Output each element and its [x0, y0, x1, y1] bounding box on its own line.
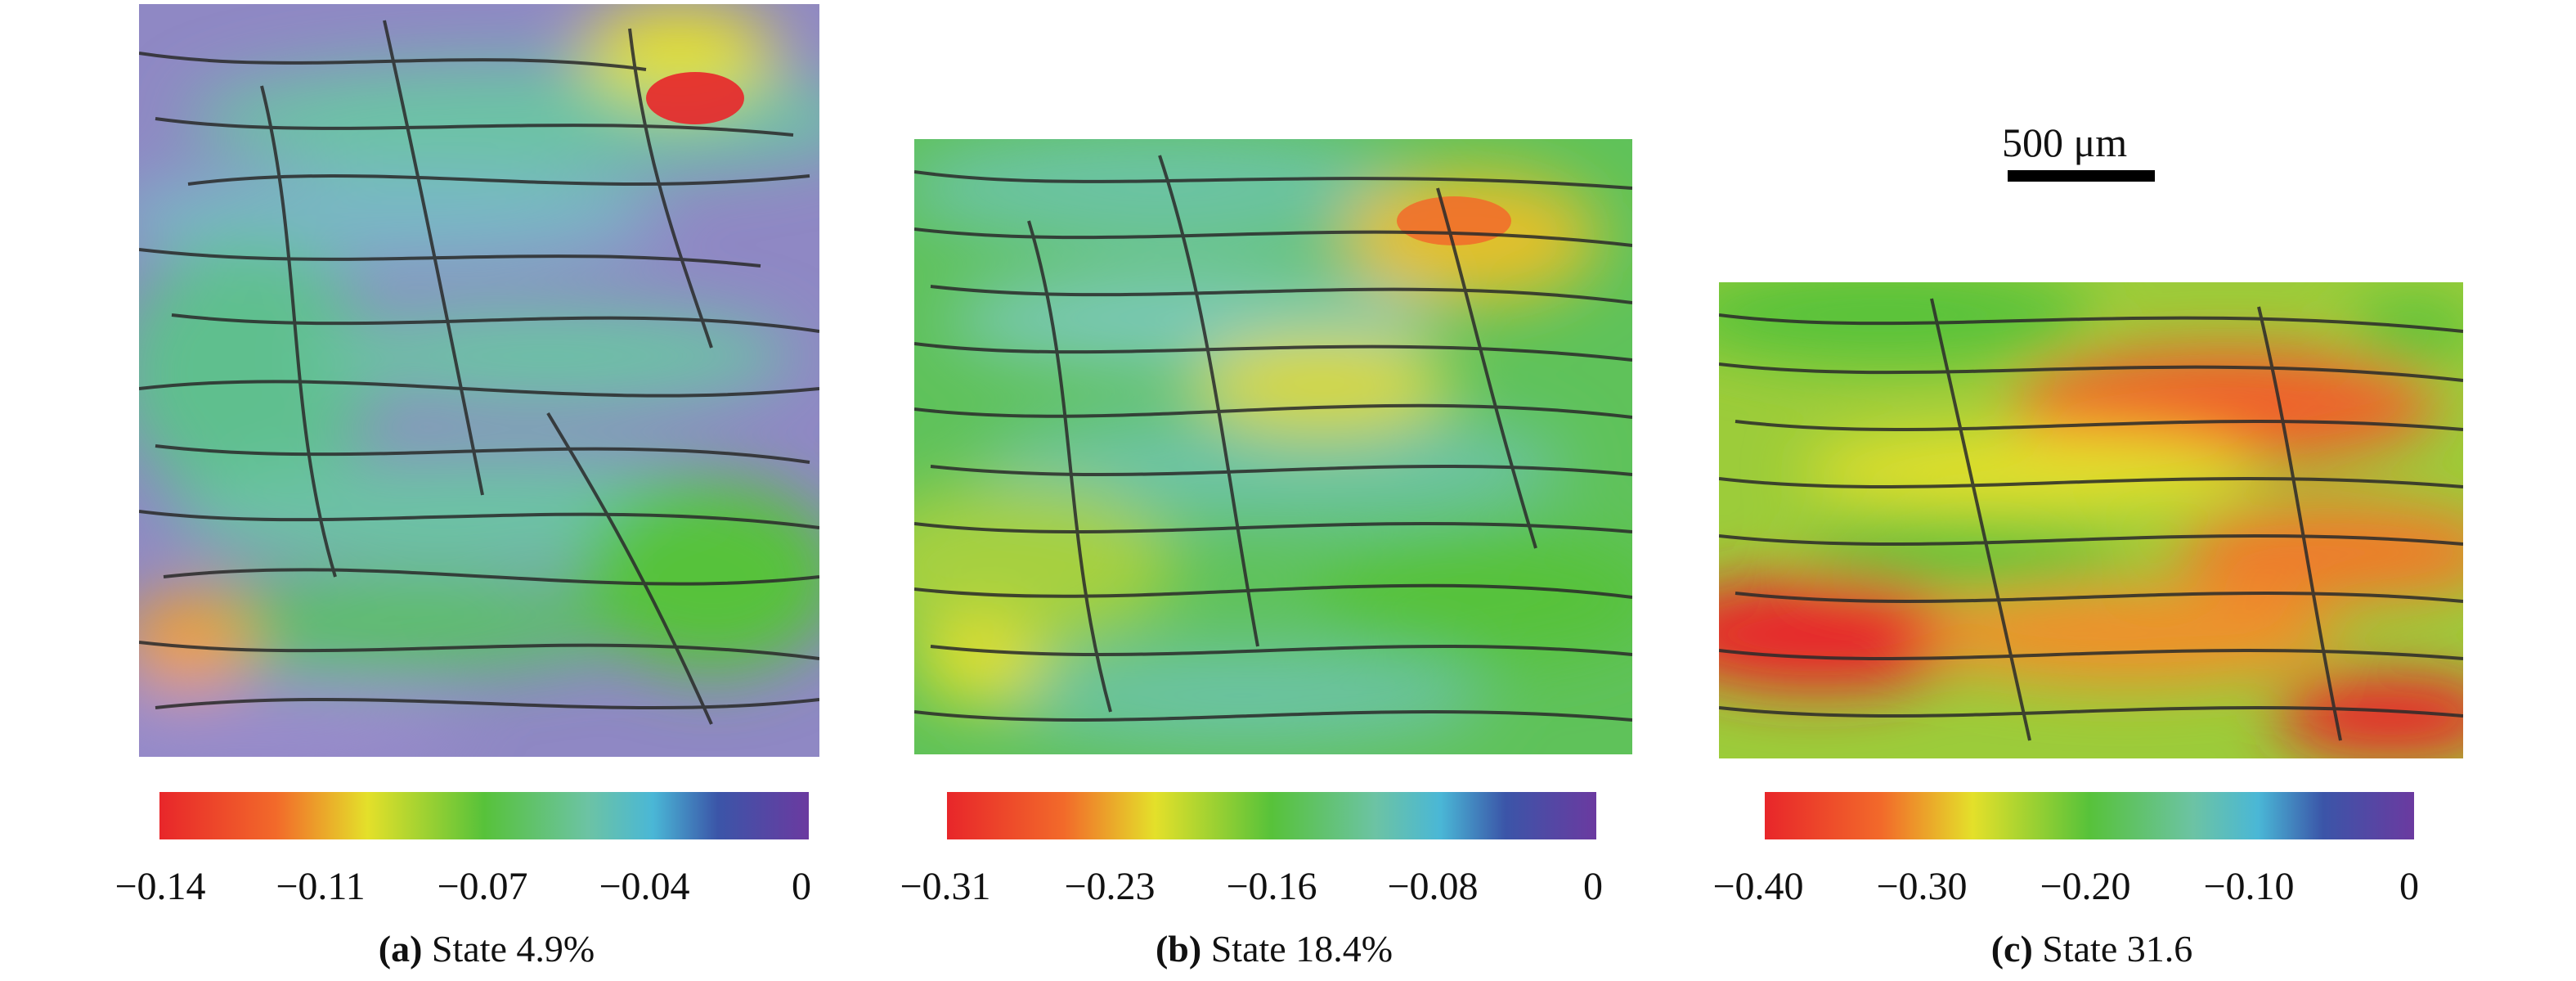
strain-map-b [914, 139, 1632, 754]
tick-label: −0.23 [1064, 865, 1156, 908]
caption-letter: (a) [378, 928, 423, 970]
tick-label: 0 [1583, 865, 1603, 908]
fiber-overlay [1719, 298, 2463, 741]
tick-label: −0.08 [1387, 865, 1479, 908]
tick-label: −0.40 [1712, 865, 1804, 908]
tick-label: −0.07 [437, 865, 528, 908]
caption-text: State 31.6 [2032, 928, 2193, 970]
tick-label: −0.30 [1876, 865, 1968, 908]
tick-label: −0.14 [114, 865, 206, 908]
colorbar-c [1765, 792, 2414, 839]
caption-c: (c) State 31.6 [1724, 929, 2460, 970]
tick-label: −0.31 [900, 865, 991, 908]
tick-label: −0.16 [1226, 865, 1317, 908]
caption-text: State 4.9% [422, 928, 595, 970]
scale-bar-label: 500 μm [2002, 119, 2128, 165]
colorbar-a [159, 792, 809, 839]
caption-text: State 18.4% [1201, 928, 1393, 970]
tick-label: 0 [2399, 865, 2419, 908]
strain-map-c [1719, 282, 2463, 758]
fiber-overlay [139, 20, 819, 725]
strain-map-a [139, 4, 819, 757]
colorbar-b [947, 792, 1596, 839]
caption-a: (a) State 4.9% [119, 929, 855, 970]
tick-label: 0 [792, 865, 811, 908]
caption-letter: (b) [1155, 928, 1202, 970]
tick-label: −0.11 [276, 865, 366, 908]
caption-letter: (c) [1990, 928, 2033, 970]
caption-b: (b) State 18.4% [906, 929, 1642, 970]
fiber-overlay [914, 155, 1632, 722]
tick-label: −0.04 [599, 865, 690, 908]
scale-bar-line [2008, 170, 2155, 182]
tick-label: −0.10 [2203, 865, 2295, 908]
tick-label: −0.20 [2040, 865, 2131, 908]
